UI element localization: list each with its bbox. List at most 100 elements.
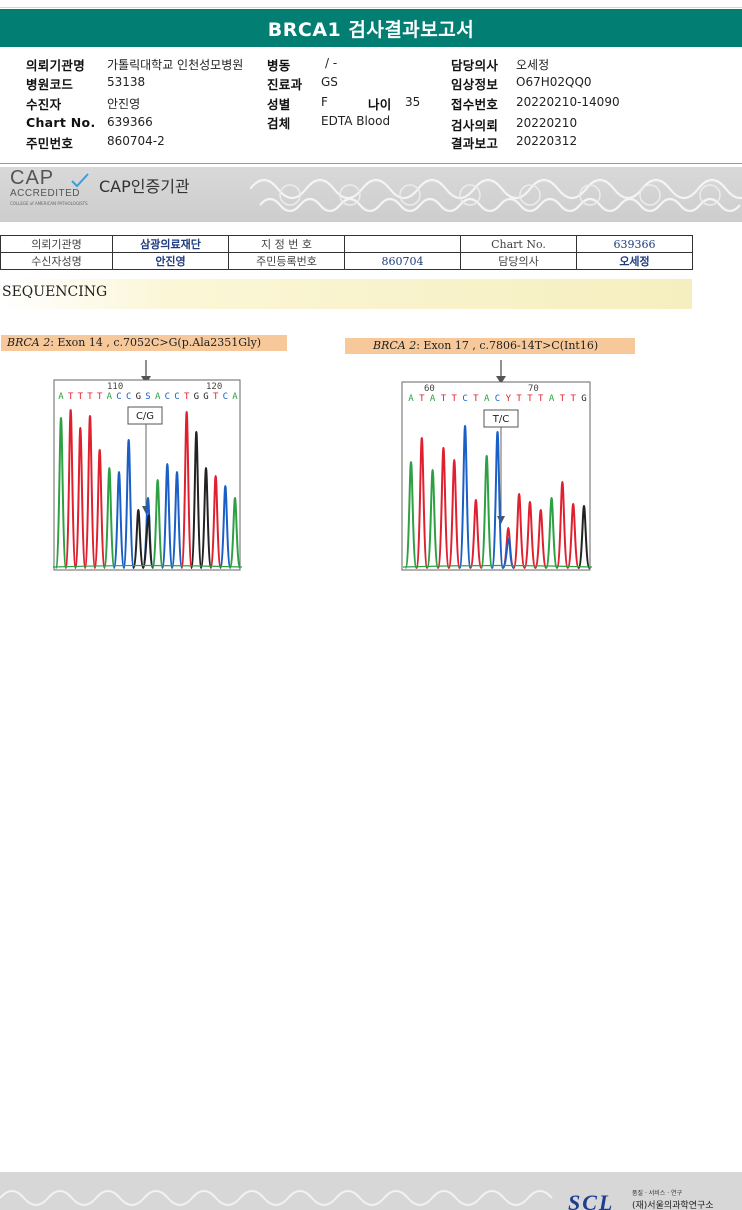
recipient-label: 수진자 [26, 97, 62, 112]
age-label: 나이 [368, 97, 392, 112]
base-letter: C [462, 394, 467, 404]
table-cell: 담당의사 [460, 252, 577, 270]
position-label: 60 [424, 384, 435, 394]
trace-peak [545, 496, 559, 569]
sex-value: F [321, 95, 328, 109]
base-letter: T [527, 394, 533, 404]
trace-peak [523, 500, 537, 569]
call-box [127, 406, 163, 425]
base-letter: A [155, 392, 161, 402]
table-cell: 860704 [344, 252, 461, 270]
trace-peak [103, 466, 116, 569]
sequencing-section-header: SEQUENCING [0, 279, 692, 309]
trace-peak [161, 462, 174, 569]
base-letter: C [223, 392, 228, 402]
dept-value: GS [321, 75, 338, 89]
lab-name: (재)서울의과학연구소 [632, 1201, 714, 1210]
trace-peak [447, 458, 461, 569]
trace-peak [122, 438, 135, 569]
base-letter: T [452, 394, 458, 404]
trace-peaks [402, 424, 592, 569]
trace-baseline [402, 564, 592, 568]
trace-peak [190, 430, 203, 569]
variant-desc: : Exon 17 , c.7806-14T>C(Int16) [416, 339, 599, 352]
base-letter: T [87, 392, 93, 402]
resident-value: 860704-2 [107, 134, 165, 148]
trace-peak [54, 416, 68, 569]
trace-peak [458, 424, 472, 569]
base-letter: G [194, 392, 199, 402]
cloud-pattern [0, 1190, 553, 1206]
trace-peak-alt [501, 536, 515, 569]
base-letter: A [484, 394, 490, 404]
base-letter: T [68, 392, 74, 402]
position-label: 120 [206, 382, 222, 392]
base-letter: A [107, 392, 113, 402]
ward-value: / - [325, 56, 338, 70]
header-divider [0, 163, 742, 164]
base-letter: C [116, 392, 121, 402]
cap-accredited-text: ACCREDITED [10, 188, 81, 199]
base-call-label: T/C [492, 414, 509, 425]
table-cell: 안진영 [112, 252, 229, 270]
base-letter: T [419, 394, 425, 404]
footer-banner [0, 1172, 742, 1210]
table-cell: 삼광의료재단 [112, 235, 229, 253]
section-title: SEQUENCING [2, 284, 108, 300]
trace-peak [512, 492, 526, 569]
trace-peak [415, 436, 429, 569]
doctor-label: 담당의사 [451, 58, 499, 73]
base-letter: Y [506, 394, 512, 404]
specimen-label: 검체 [267, 116, 291, 131]
table-cell: 지 정 번 호 [228, 235, 345, 253]
variant-label-2: BRCA 2: Exon 17 , c.7806-14T>C(Int16) [345, 338, 635, 354]
top-edge [0, 0, 742, 8]
cap-certified-label: CAP인증기관 [99, 177, 190, 196]
ward-label: 병동 [267, 58, 291, 73]
trace-peak [112, 470, 126, 569]
doctor-value: 오세정 [516, 58, 550, 72]
trace-baseline [52, 564, 242, 568]
specimen-value: EDTA Blood [321, 114, 391, 128]
base-letter: T [441, 394, 447, 404]
table-cell: 오세정 [576, 252, 693, 270]
cap-logo: CAP ACCREDITED COLLEGE of AMERICAN PATHO… [10, 168, 88, 206]
table-row: 의뢰기관명 삼광의료재단 지 정 번 호 Chart No. 639366 [0, 235, 693, 253]
base-letter: A [549, 394, 555, 404]
arrow-head-icon [496, 376, 506, 384]
table-cell: 의뢰기관명 [0, 235, 113, 253]
base-letter: T [184, 392, 190, 402]
checkmark-icon [71, 173, 89, 188]
hospital-code-value: 53138 [107, 75, 146, 89]
trace-peak [404, 460, 418, 569]
base-letter: T [516, 394, 522, 404]
base-letter: T [213, 392, 219, 402]
table-cell: 수신자성명 [0, 252, 113, 270]
request-value: 20220210 [516, 116, 578, 130]
table-cell [344, 235, 461, 253]
chart-label: Chart No. [26, 115, 96, 130]
chart-value: 639366 [107, 115, 153, 129]
base-letter: C [126, 392, 131, 402]
gene-name: BRCA 2 [7, 336, 51, 349]
base-letter: T [570, 394, 576, 404]
table-row: 수신자성명 안진영 주민등록번호 860704 담당의사 오세정 [0, 252, 693, 270]
trace-peak [480, 454, 494, 569]
trace-peak [566, 502, 580, 569]
base-letter: T [560, 394, 566, 404]
clinical-label: 임상정보 [451, 77, 499, 92]
base-letter: A [430, 394, 436, 404]
trace-peak [74, 426, 87, 569]
result-label: 결과보고 [451, 136, 499, 151]
base-letter: T [78, 392, 84, 402]
cap-college-text: COLLEGE of AMERICAN PATHOLOGISTS [10, 201, 88, 206]
request-label: 검사의뢰 [451, 118, 499, 133]
result-value: 20220312 [516, 134, 578, 148]
recipient-value: 안진영 [107, 97, 141, 111]
receipt-value: 20220210-14090 [516, 95, 620, 109]
base-letter: A [408, 394, 414, 404]
trace-peak [426, 468, 440, 569]
trace-peak [555, 480, 569, 569]
